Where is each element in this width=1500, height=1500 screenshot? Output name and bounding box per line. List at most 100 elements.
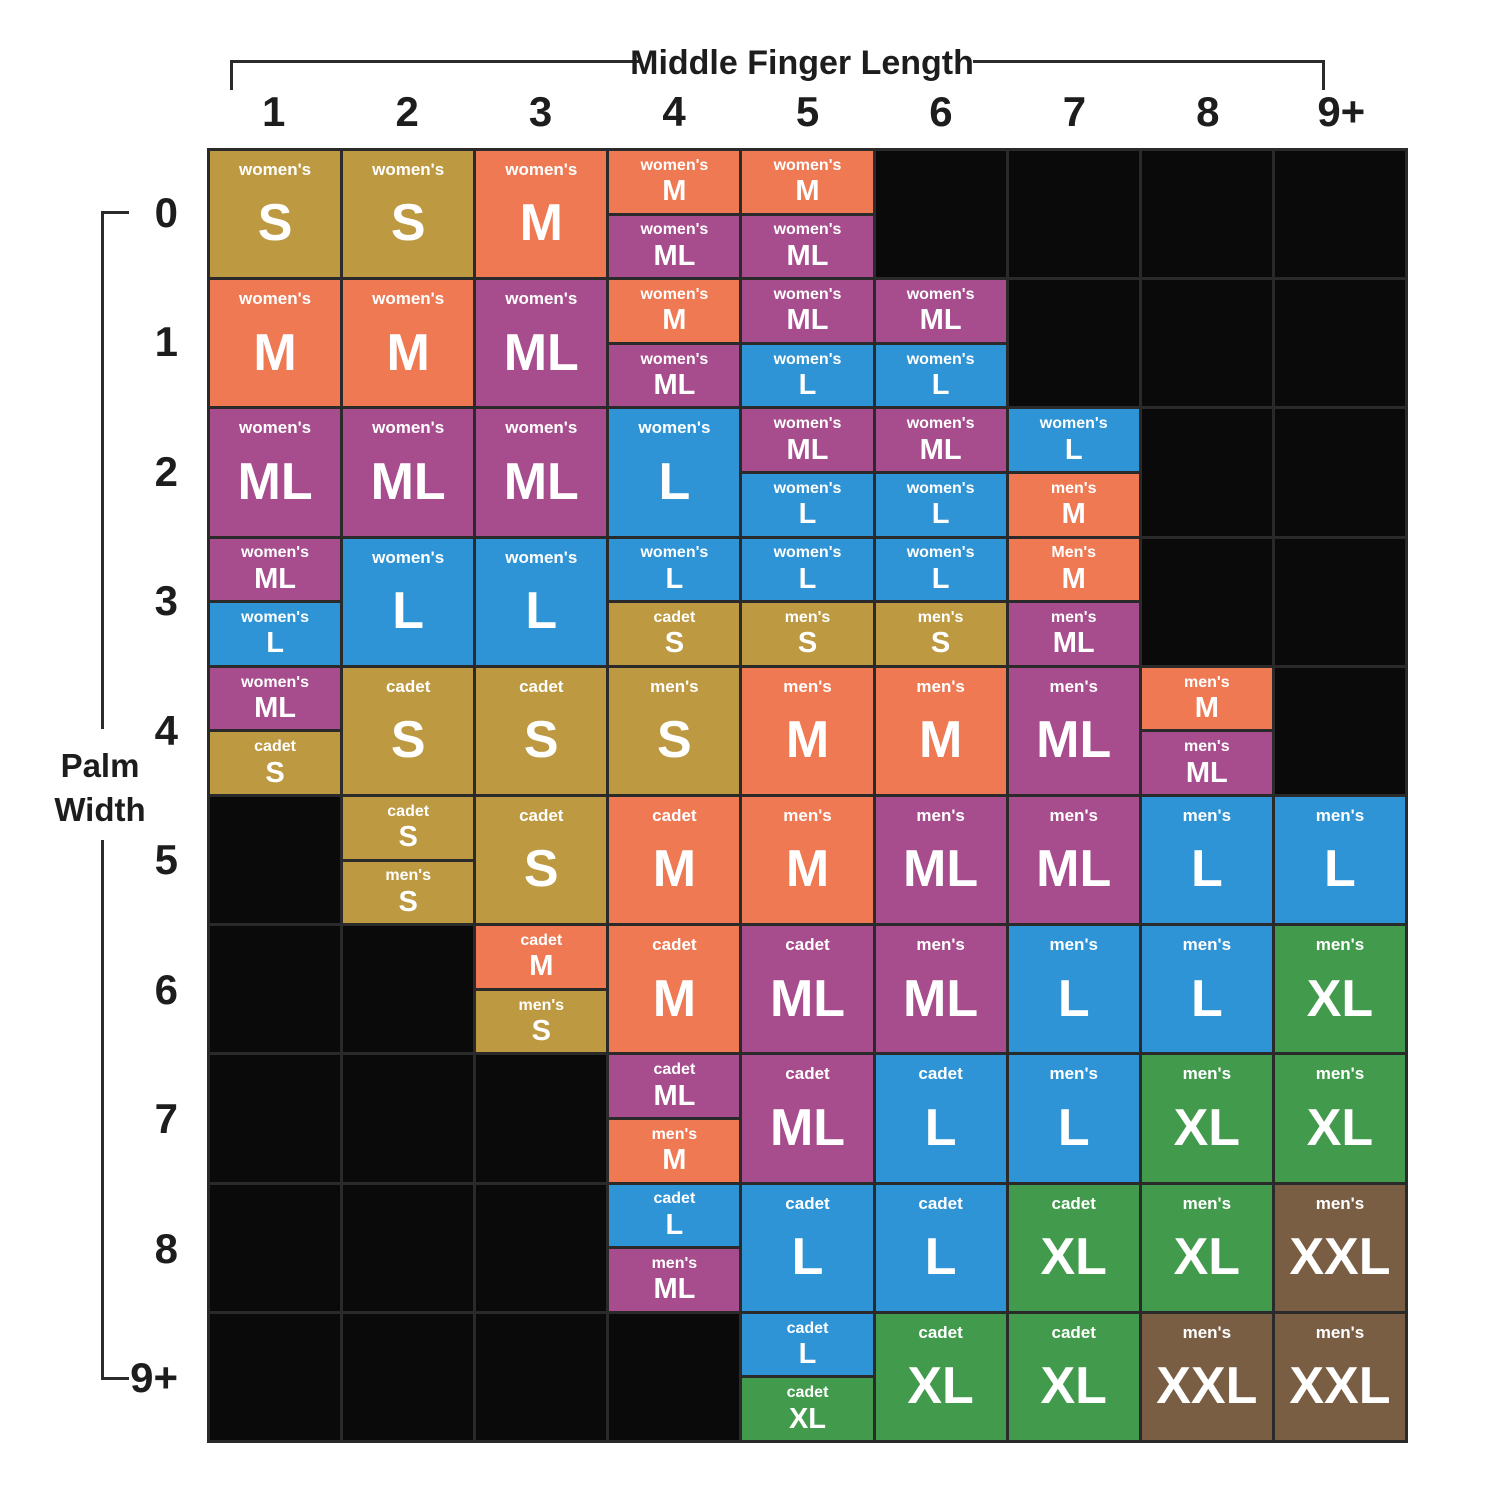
- size-letter-wrap: L: [343, 557, 473, 665]
- category-label: women's: [640, 350, 709, 368]
- size-cell-part: women's ML: [742, 409, 873, 471]
- category-label: women's: [906, 286, 975, 304]
- size-cell-part: men's S: [476, 990, 607, 1053]
- size-letter: L: [1057, 969, 1090, 1028]
- y-tick: 3: [154, 577, 178, 625]
- category-label: cadet: [785, 1064, 830, 1084]
- category-label: women's: [239, 289, 312, 309]
- size-letter-wrap: S: [476, 816, 606, 924]
- size-letter: XL: [907, 1357, 974, 1416]
- size-letter-wrap: M: [742, 686, 872, 794]
- size-letter-wrap: XXL: [1142, 1332, 1272, 1440]
- x-tick: 5: [795, 88, 820, 135]
- category-label: women's: [773, 415, 842, 433]
- size-letter: ML: [653, 369, 696, 402]
- size-cell-part: women's ML: [742, 280, 873, 342]
- size-cell-part: women's ML: [210, 667, 341, 730]
- category-label: cadet: [652, 805, 697, 825]
- split-size-cell: cadet ML men's M: [609, 1055, 740, 1182]
- size-letter: M: [785, 711, 830, 770]
- category-label: men's: [650, 676, 699, 696]
- y-tick: 1: [154, 318, 178, 366]
- size-letter-wrap: L: [1009, 945, 1139, 1053]
- size-cell-part: men's S: [875, 603, 1006, 665]
- size-letter: S: [797, 627, 818, 660]
- size-cell-part: cadet S: [343, 796, 474, 859]
- split-size-cell: women's ML women's L: [742, 409, 873, 536]
- size-letter: ML: [769, 1098, 846, 1157]
- y-tick: 5: [154, 836, 178, 884]
- size-letter: L: [924, 1227, 957, 1286]
- y-tick: 7: [154, 1095, 178, 1143]
- size-letter-wrap: L: [609, 428, 739, 536]
- empty-cell: [210, 1184, 341, 1311]
- split-size-cell: women's ML women's L: [875, 409, 1006, 536]
- empty-cell: [1141, 538, 1272, 665]
- size-cell: women's L: [476, 538, 607, 665]
- size-letter-wrap: L: [476, 557, 606, 665]
- size-letter-wrap: L: [1142, 945, 1272, 1053]
- split-size-cell: women's ML cadet S: [210, 667, 341, 794]
- size-letter: ML: [786, 433, 829, 466]
- category-label: men's: [784, 609, 831, 627]
- size-letter-wrap: S: [609, 686, 739, 794]
- size-cell: men's XXL: [1141, 1313, 1272, 1440]
- size-cell-part: men's ML: [1008, 603, 1139, 665]
- size-letter: S: [398, 821, 418, 854]
- size-cell: women's ML: [210, 409, 341, 536]
- size-letter: S: [930, 627, 951, 660]
- x-tick: 3: [528, 88, 553, 135]
- size-letter-wrap: XL: [1142, 1203, 1272, 1311]
- size-cell: women's L: [609, 409, 740, 536]
- category-label: men's: [651, 1255, 698, 1273]
- size-cell-part: women's M: [609, 151, 740, 213]
- empty-cell: [1274, 151, 1405, 278]
- category-label: cadet: [786, 1319, 829, 1337]
- size-letter: L: [798, 562, 817, 595]
- x-tick: 7: [1062, 88, 1087, 135]
- size-letter-wrap: L: [1009, 1074, 1139, 1182]
- size-letter: L: [1190, 840, 1223, 899]
- x-axis-ticks: 1 2 3 4 5 6 7 8 9+: [207, 86, 1408, 138]
- category-label: men's: [1049, 1064, 1098, 1084]
- size-cell: cadet ML: [742, 926, 873, 1053]
- size-cell-part: women's ML: [875, 280, 1006, 342]
- category-label: women's: [372, 160, 445, 179]
- size-letter: L: [525, 581, 558, 640]
- size-letter: ML: [653, 239, 696, 272]
- size-letter: M: [662, 1144, 687, 1177]
- category-label: cadet: [653, 1190, 696, 1208]
- size-letter: L: [931, 498, 950, 531]
- x-tick: 4: [662, 88, 686, 135]
- size-cell: cadet L: [875, 1055, 1006, 1182]
- size-letter-wrap: S: [210, 170, 340, 278]
- size-cell: women's L: [343, 538, 474, 665]
- size-letter-wrap: ML: [476, 299, 606, 407]
- category-label: men's: [1315, 1064, 1365, 1084]
- empty-cell: [343, 1313, 474, 1440]
- size-letter: L: [1190, 969, 1223, 1028]
- category-label: cadet: [653, 609, 696, 627]
- size-letter: ML: [653, 1079, 696, 1112]
- category-label: men's: [1049, 676, 1098, 696]
- category-label: women's: [640, 544, 709, 562]
- size-letter: ML: [653, 1273, 696, 1306]
- category-label: women's: [906, 415, 975, 433]
- category-label: men's: [1049, 805, 1098, 825]
- size-letter: L: [266, 627, 284, 660]
- category-label: women's: [773, 350, 842, 368]
- size-letter: L: [791, 1227, 824, 1286]
- category-label: women's: [773, 479, 842, 497]
- size-cell-part: cadet XL: [742, 1378, 873, 1440]
- x-bracket-line-right: [973, 60, 1325, 63]
- size-letter-wrap: XL: [1142, 1074, 1272, 1182]
- size-cell-part: cadet L: [742, 1313, 873, 1376]
- size-letter: L: [798, 498, 817, 531]
- size-cell-part: women's L: [742, 344, 873, 407]
- size-cell-part: cadet M: [476, 926, 607, 988]
